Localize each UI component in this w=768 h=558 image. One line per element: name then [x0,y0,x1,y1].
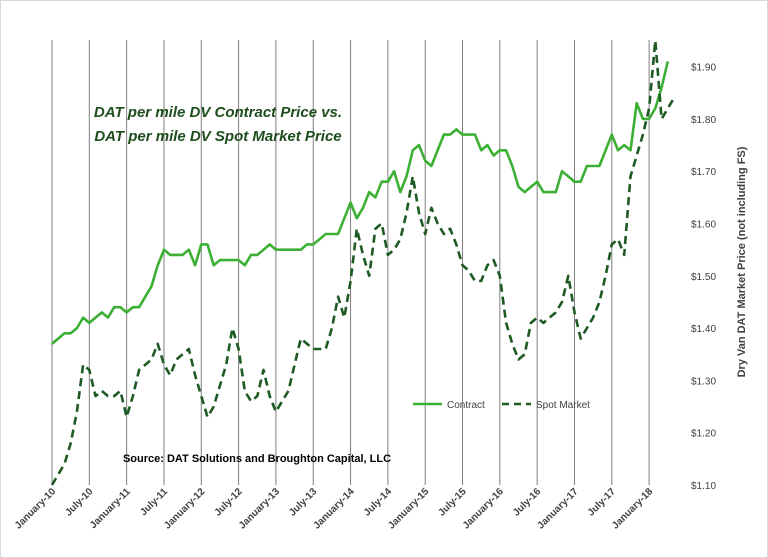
y-tick-label: $1.10 [691,481,716,492]
x-tick-label: July-13 [287,486,319,518]
x-tick-label: July-14 [362,486,394,518]
gridlines [51,40,650,485]
x-tick-label: July-15 [436,486,468,518]
series-line-contract [51,61,670,345]
x-tick-label: January-13 [237,486,282,531]
y-tick-label: $1.90 [691,63,716,74]
x-tick-label: January-18 [610,486,655,531]
x-tick-label: January-10 [13,486,58,531]
x-tick-label: January-12 [162,486,207,531]
series-lines [50,39,676,486]
x-tick-label: July-12 [213,486,245,518]
chart-title-line-2: DAT per mile DV Spot Market Price [94,128,341,145]
y-tick-label: $1.20 [691,429,716,440]
y-tick-label: $1.40 [691,324,716,335]
x-tick-label: January-17 [535,486,580,531]
x-tick-label: January-15 [386,486,431,531]
x-tick-label: July-16 [511,486,543,518]
y-tick-label: $1.80 [691,115,716,126]
x-tick-label: January-14 [312,486,357,531]
series-line-spot-market [50,39,676,486]
legend: Contract Spot Market [413,400,590,411]
x-tick-label: July-11 [138,486,170,518]
y-tick-label: $1.70 [691,167,716,178]
y-axis-ticks: $1.10 $1.20 $1.30 $1.40 $1.50 $1.60 $1.70 $1.80… [691,63,716,492]
y-tick-label: $1.50 [691,272,716,283]
x-tick-label: July-17 [586,486,618,518]
x-tick-label: July-10 [63,486,95,518]
x-tick-label: January-11 [88,486,133,531]
chart-title-line-1: DAT per mile DV Contract Price vs. [94,104,342,121]
legend-label-contract: Contract [447,400,485,411]
legend-label-spot: Spot Market [536,400,590,411]
y-tick-label: $1.30 [691,376,716,387]
y-axis-label: Dry Van DAT Market Price (not including … [736,146,748,377]
source-note: Source: DAT Solutions and Broughton Capi… [123,453,391,465]
y-tick-label: $1.60 [691,220,716,231]
x-tick-label: January-16 [461,486,506,531]
